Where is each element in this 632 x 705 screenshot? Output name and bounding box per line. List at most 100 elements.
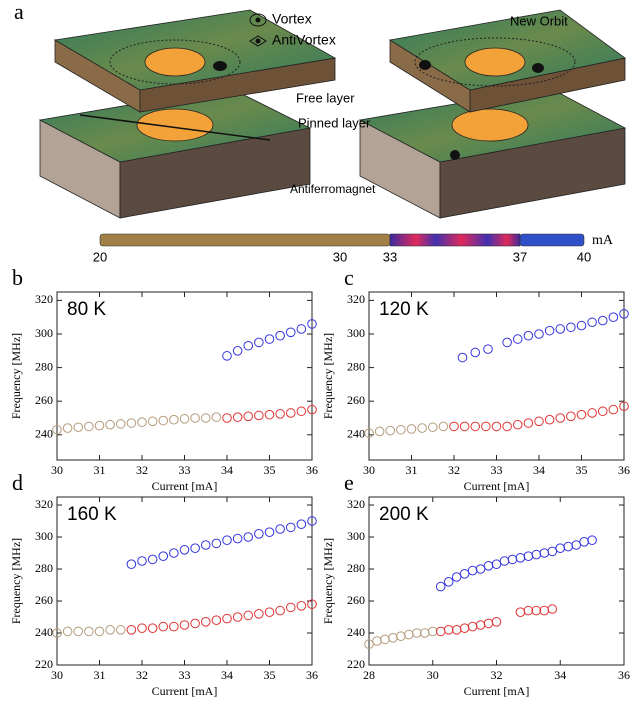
annotation: 120 K [379, 299, 429, 320]
point [211, 615, 222, 626]
point [264, 334, 275, 344]
point [222, 535, 232, 546]
point [539, 605, 550, 616]
x-tick-label: 31 [94, 668, 106, 682]
y-tick-label: 320 [35, 497, 53, 511]
scale-bar [389, 233, 521, 247]
point [470, 421, 481, 432]
scale-bar [99, 233, 391, 247]
point [451, 572, 462, 582]
point [499, 556, 510, 566]
point [137, 556, 147, 566]
point [243, 411, 254, 422]
y-tick-label: 220 [35, 657, 53, 671]
y-tick-label: 300 [35, 326, 53, 340]
x-tick-label: 34 [221, 668, 233, 682]
x-tick-label: 35 [576, 463, 588, 477]
y-axis-label: Frequency [MHz] [9, 538, 23, 624]
point [563, 541, 574, 552]
y-tick-label: 260 [35, 593, 53, 607]
point [94, 626, 105, 637]
point [73, 626, 84, 637]
point [275, 605, 285, 616]
scale-label: 20 [93, 249, 107, 264]
point [307, 516, 317, 526]
panel-label: d [12, 470, 23, 495]
point [105, 419, 115, 430]
y-tick-label: 280 [347, 561, 365, 575]
point [385, 425, 396, 436]
point [406, 424, 417, 434]
y-tick-label: 280 [347, 359, 365, 373]
point [62, 423, 73, 433]
y-tick-label: 260 [347, 593, 365, 607]
scale-bar [519, 233, 585, 247]
y-axis-label: Frequency [MHz] [321, 538, 335, 624]
point [531, 549, 542, 560]
x-tick-label: 32 [136, 668, 148, 682]
point [254, 609, 264, 619]
legend-label: Vortex [272, 11, 312, 27]
magnetization [79, 114, 271, 141]
disk [464, 47, 526, 77]
disk [144, 47, 206, 77]
scale-label: 37 [513, 249, 527, 264]
callout: Pinned layer [298, 115, 371, 130]
point [147, 623, 158, 634]
point [404, 629, 414, 640]
y-tick-label: 260 [35, 393, 53, 407]
point [380, 634, 390, 645]
point [285, 327, 296, 338]
y-tick-label: 320 [347, 292, 365, 306]
x-axis-label: Current [mA] [152, 684, 218, 698]
x-tick-label: 33 [491, 463, 503, 477]
point [115, 625, 126, 635]
point [285, 408, 296, 418]
point [147, 416, 158, 427]
point [169, 548, 179, 558]
point [459, 421, 470, 432]
panel-label: c [344, 265, 354, 290]
point [158, 621, 169, 632]
y-tick-label: 280 [35, 359, 53, 373]
x-tick-label: 28 [363, 668, 375, 682]
y-tick-label: 220 [347, 657, 365, 671]
point [243, 340, 254, 351]
x-tick-label: 36 [306, 463, 318, 477]
point [576, 320, 587, 331]
point [179, 620, 190, 630]
x-axis-label: Current [mA] [152, 479, 218, 493]
y-axis-label: Frequency [MHz] [321, 333, 335, 419]
point [443, 577, 454, 587]
x-tick-label: 34 [533, 463, 545, 477]
point [523, 605, 534, 616]
point [435, 626, 446, 637]
point [547, 604, 558, 614]
point [566, 322, 576, 333]
point [412, 628, 422, 638]
point [364, 639, 374, 650]
point [222, 613, 232, 624]
point [502, 337, 512, 348]
y-tick-label: 260 [347, 393, 365, 407]
point [126, 625, 137, 635]
point [243, 610, 254, 621]
point [576, 409, 587, 420]
y-tick-label: 320 [35, 292, 53, 306]
orbit [109, 39, 241, 85]
y-tick-label: 280 [35, 561, 53, 575]
point [459, 623, 470, 634]
x-tick-label: 36 [306, 668, 318, 682]
point [264, 607, 275, 618]
point [52, 424, 62, 435]
point [222, 413, 232, 423]
point [587, 535, 597, 546]
legend-label: AntiVortex [272, 32, 336, 48]
x-tick-label: 35 [264, 463, 276, 477]
scale-unit: mA [592, 233, 614, 248]
panel-label: b [12, 265, 23, 290]
orbit [414, 37, 576, 87]
point [555, 324, 566, 334]
